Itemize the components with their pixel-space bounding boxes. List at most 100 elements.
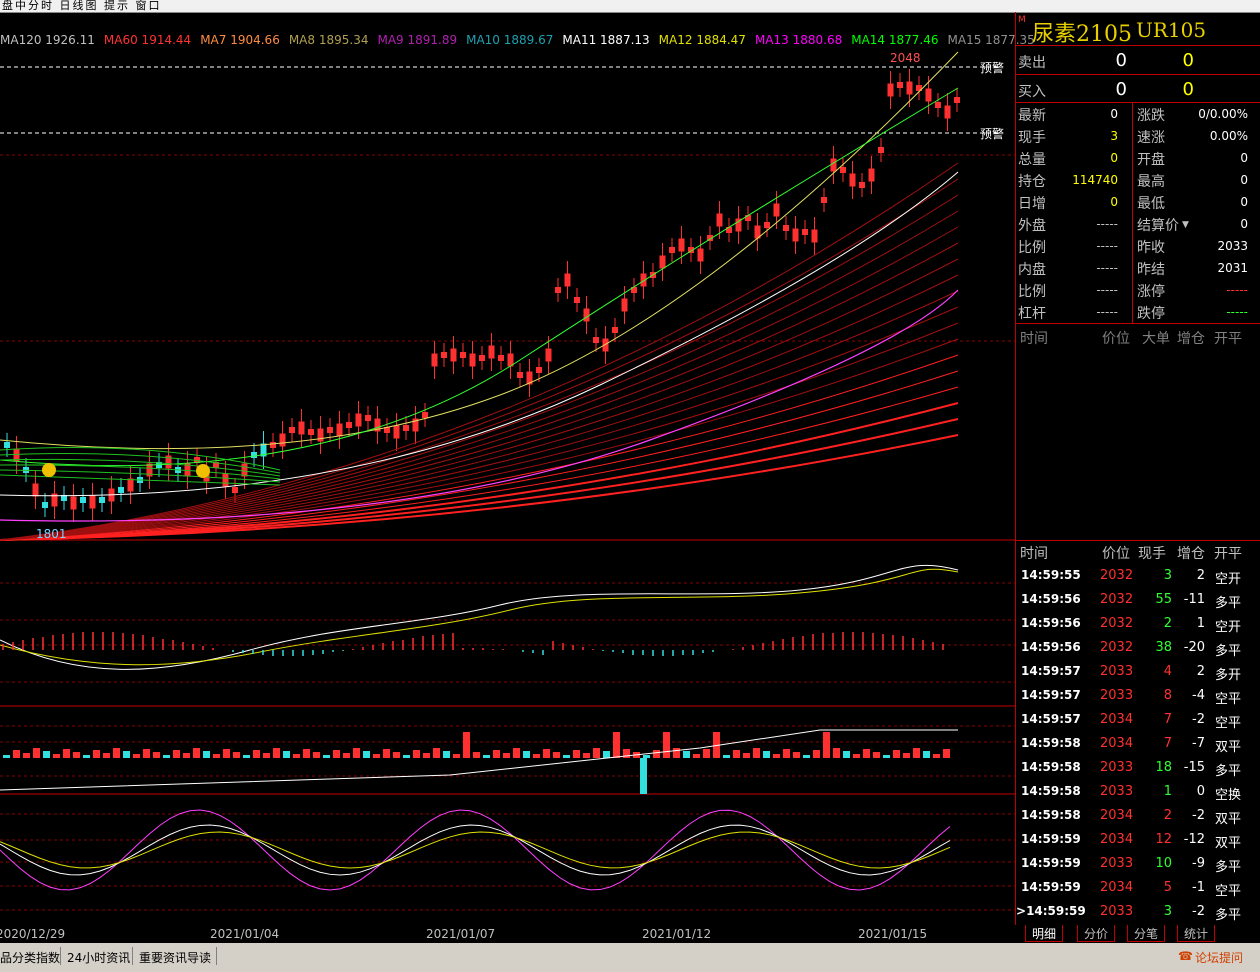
volume-bar [23,753,30,758]
tick-row[interactable]: >14:59:59 2033 3 -2 多平 [1016,900,1260,924]
tab-2[interactable]: 分笔 [1127,925,1166,942]
candle-body [925,88,932,102]
col-oi: 增仓 [1177,331,1205,347]
volume-bar [893,750,900,758]
date-tick: 2021/01/07 [426,927,496,941]
candle-body [194,457,200,463]
detail-tabs: 明细 分价 分笔 统计 [1015,925,1260,943]
field-label: 结算价 [1137,218,1179,234]
tick-oi: -1 [1192,880,1205,895]
market-badge: M [1018,15,1026,25]
ma-legend-item: MA60 1914.44 [103,33,192,47]
ma-line [0,274,959,541]
volume-bar [403,755,410,758]
volume-bar [733,750,740,758]
field-label: 跌停 [1137,306,1165,322]
tick-row[interactable]: 14:59:59 2034 12 -12 双平 [1016,828,1260,852]
status-item[interactable]: 品分类指数 [0,951,61,965]
volume-bar [273,748,280,758]
ma-line [0,171,959,497]
ma-line [0,469,281,483]
volume-bar [93,750,100,758]
candle-body [906,81,913,95]
tick-row[interactable]: 14:59:59 2034 5 -1 空平 [1016,876,1260,900]
kline-chart-area[interactable]: 预警 预警 2048 1801 [0,12,1015,925]
volume-bar [313,752,320,758]
volume-bar [853,754,860,758]
field-label: 日增 [1018,196,1046,212]
signal-line [0,568,959,666]
field-label: 比例 [1018,240,1046,256]
tick-row[interactable]: 14:59:57 2033 4 2 多开 [1016,660,1260,684]
ma-legend-item: MA15 1877.35 [947,33,1035,47]
tick-time: 14:59:57 [1021,664,1081,678]
ma-legend-item: MA7 1904.66 [200,33,280,47]
volume-bar [763,751,770,758]
tick-row[interactable]: 14:59:58 2033 1 0 空换 [1016,780,1260,804]
ma-line [0,447,281,471]
tick-time: 14:59:57 [1021,688,1081,702]
candle-body [849,173,856,187]
sell-price: 0 [1115,50,1127,71]
tick-row[interactable]: 14:59:56 2032 2 1 空开 [1016,612,1260,636]
volume-bar [193,748,200,758]
tick-volume: 2 [1163,808,1172,823]
candle-body [707,235,713,241]
tick-row[interactable]: 14:59:58 2034 2 -2 双平 [1016,804,1260,828]
forum-link[interactable]: 论坛提问 [1195,951,1244,965]
tick-type: 空换 [1215,788,1242,803]
tick-row[interactable]: 14:59:55 2032 3 2 空开 [1016,564,1260,588]
separator [60,947,61,965]
forum-icon[interactable]: ☎ [1178,949,1193,963]
candle-body [289,427,295,433]
volume-bar [793,752,800,758]
tick-row[interactable]: 14:59:58 2034 7 -7 双平 [1016,732,1260,756]
tick-volume: 10 [1155,856,1172,871]
tab-3[interactable]: 统计 [1177,925,1216,942]
volume-bar [483,755,490,758]
tick-price: 2032 [1100,568,1134,583]
ma-legend-item: MA11 1887.13 [562,33,650,47]
tick-row[interactable]: 14:59:56 2032 55 -11 多平 [1016,588,1260,612]
tick-row[interactable]: 14:59:56 2032 38 -20 多平 [1016,636,1260,660]
divider [1016,45,1260,46]
volume-bar [173,750,180,758]
oi-line [0,729,958,791]
chevron-down-icon[interactable]: ▼ [1182,220,1189,230]
status-item[interactable]: 重要资讯导读 [139,951,212,965]
volume-bar [503,753,510,758]
candle-body [773,203,780,217]
tab-0[interactable]: 明细 [1025,925,1064,942]
volume-bar [903,753,910,758]
tick-row[interactable]: 14:59:58 2033 18 -15 多平 [1016,756,1260,780]
tick-row[interactable]: 14:59:57 2034 7 -2 空平 [1016,708,1260,732]
volume-bar [843,751,850,758]
ma-line [0,370,959,541]
candle-body [460,352,466,358]
tick-oi: 0 [1196,784,1205,799]
ma-line [0,162,959,541]
field-value: ----- [1226,283,1248,297]
volume-bar [13,750,20,758]
candle-body [735,218,742,232]
candle-body [403,425,409,431]
volume-bar [113,748,120,758]
tab-1[interactable]: 分价 [1077,925,1116,942]
candle-body [783,225,789,231]
status-item[interactable]: 24小时资讯 [67,951,131,965]
candle-body [346,422,352,428]
volume-bar [543,749,550,758]
tick-volume: 12 [1155,832,1172,847]
tick-oi: -4 [1192,688,1205,703]
col-oi: 增仓 [1177,546,1205,562]
candle-body [897,82,903,88]
tick-time: 14:59:55 [1021,568,1081,582]
volume-bar [233,752,240,758]
tick-row[interactable]: 14:59:57 2033 8 -4 空平 [1016,684,1260,708]
volume-bar [453,754,460,758]
tick-row[interactable]: 14:59:59 2033 10 -9 多平 [1016,852,1260,876]
volume-bar [873,752,880,758]
field-label: 总量 [1018,152,1046,168]
volume-bar [783,749,790,758]
